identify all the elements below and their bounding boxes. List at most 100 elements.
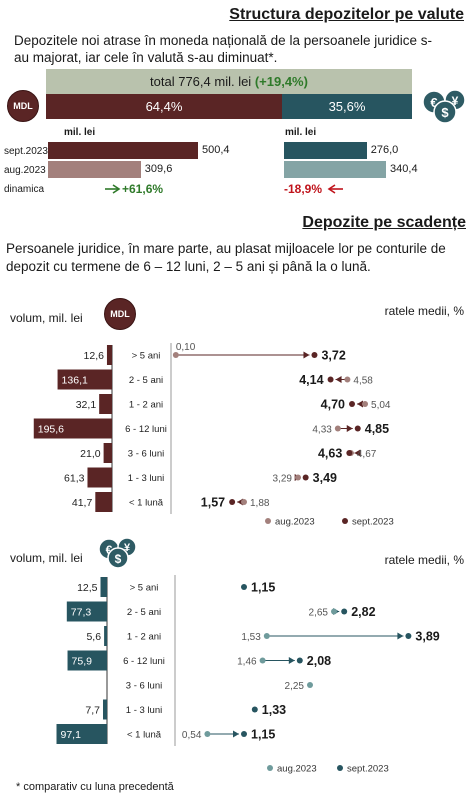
chart2-currency-icon: € ¥ $ [98, 537, 137, 569]
chart1-mdl-maturity: > 5 ani 12,6 0,10 3,72 2 - 5 ani 136,1 4,58 4,1… [33, 342, 394, 528]
category-label: > 5 ani [132, 351, 161, 362]
mdl-share-label: 64,4% [145, 99, 183, 114]
rate-sept-point [229, 499, 236, 505]
unit-label-left: mil. lei [64, 127, 96, 138]
rate-change-arrowhead [346, 425, 353, 432]
chart1-ylabel: volum, mil. lei [10, 311, 83, 325]
svg-text:$: $ [115, 552, 122, 566]
category-label: 3 - 6 luni [128, 449, 164, 460]
category-label: < 1 lună [129, 498, 164, 509]
rate-sept-label: 3,72 [321, 349, 345, 363]
category-label: 3 - 6 luni [126, 681, 162, 692]
rate-aug-point [334, 425, 341, 432]
row-label-aug: aug.2023 [4, 165, 46, 176]
volume-label: 77,3 [71, 607, 92, 619]
rate-sept-label: 4,70 [321, 398, 345, 412]
section1-title: Structura depozitelor pe valute [229, 6, 464, 23]
rate-aug-label: 0,54 [182, 730, 202, 741]
rate-aug-label: 2,25 [285, 681, 305, 692]
svg-text:€: € [106, 543, 113, 557]
volume-bar [102, 699, 107, 720]
category-label: 1 - 3 luni [128, 473, 164, 484]
legend-aug-marker [265, 518, 271, 524]
svg-text:¥: ¥ [452, 94, 459, 108]
rate-sept-point [302, 474, 309, 481]
rate-aug-label: 1,88 [250, 498, 270, 509]
mdl-aug-value: 309,6 [144, 163, 173, 175]
mdl-sept-bar [48, 142, 198, 159]
rate-change-arrowhead [303, 351, 310, 359]
rate-aug-label: 0,10 [176, 342, 196, 353]
category-label: 1 - 2 ani [129, 400, 163, 411]
volume-label: 7,7 [85, 705, 100, 717]
rate-aug-point [331, 608, 337, 615]
fx-sept-bar [284, 142, 367, 159]
rate-sept-label: 1,15 [251, 728, 275, 742]
chart1-rates-label: ratele medii, % [384, 304, 464, 318]
rate-sept-label: 1,15 [251, 581, 275, 595]
rate-sept-point [346, 450, 353, 456]
mdl-icon: MDL [7, 90, 39, 122]
rate-sept-point [296, 657, 303, 664]
volume-label: 41,7 [72, 497, 93, 509]
row-label-dynamic: dinamica [4, 184, 45, 195]
rate-aug-label: 1,53 [241, 632, 261, 643]
legend-aug-label: aug.2023 [275, 517, 315, 528]
rate-aug-point [172, 352, 179, 358]
section2-title: Depozite pe scadențe [302, 214, 466, 231]
rate-sept-label: 4,85 [365, 422, 389, 436]
volume-bar [67, 650, 107, 671]
rate-change-arrowhead [357, 400, 364, 408]
mdl-dynamic: +61,6% [122, 182, 164, 196]
rate-aug-label: 2,65 [309, 608, 329, 619]
rate-sept-point [311, 352, 318, 358]
volume-bar [104, 626, 107, 646]
volume-bar [56, 724, 107, 744]
chart2-fx-maturity: > 5 ani 12,5 1,15 2 - 5 ani 77,3 2,65 2,82 1 - … [56, 575, 440, 775]
svg-text:¥: ¥ [124, 542, 131, 554]
legend-sept-label: sept.2023 [347, 764, 389, 775]
volume-label: 195,6 [38, 424, 64, 436]
legend-sept-marker [337, 765, 343, 771]
volume-bar [33, 418, 113, 439]
rate-aug-point [259, 657, 266, 664]
rate-aug-point [241, 499, 248, 505]
fx-share-bar: 35,6% [282, 94, 412, 119]
rate-sept-label: 1,57 [201, 496, 225, 510]
chart2-rates-label: ratele medii, % [384, 553, 464, 567]
total-bar: total 776,4 mil. lei (+19,4%) [46, 69, 412, 94]
volume-bar [66, 601, 107, 622]
mdl-sept-value: 500,4 [202, 144, 230, 156]
fx-sept-value: 276,0 [370, 144, 399, 156]
volume-label: 75,9 [72, 656, 93, 668]
rate-sept-point [251, 706, 258, 713]
unit-label-right: mil. lei [285, 127, 317, 138]
volume-bar [95, 492, 112, 512]
row-label-sept: sept.2023 [4, 146, 48, 157]
svg-text:$: $ [441, 105, 449, 120]
rate-aug-label: 4,67 [357, 449, 377, 460]
chart1-mdl-icon-label: MDL [110, 309, 130, 319]
mdl-icon-label: MDL [13, 101, 33, 111]
fx-share-label: 35,6% [328, 99, 366, 114]
mdl-aug-bar [48, 161, 141, 178]
rate-aug-point [307, 682, 313, 688]
rate-sept-point [241, 584, 247, 590]
category-label: 2 - 5 ani [129, 375, 163, 386]
rate-sept-label: 2,82 [351, 605, 375, 619]
volume-label: 12,5 [77, 582, 98, 594]
volume-label: 5,6 [86, 631, 101, 643]
rate-sept-label: 3,89 [415, 630, 439, 644]
rate-aug-label: 4,58 [353, 376, 373, 387]
rate-aug-point [362, 401, 369, 407]
rate-aug-point [295, 474, 302, 481]
rate-change-arrowhead [397, 632, 404, 640]
total-change: (+19,4%) [254, 74, 308, 89]
mdl-share-bar: 64,4% [46, 94, 282, 119]
rate-sept-label: 1,33 [262, 703, 286, 717]
rate-aug-point [344, 376, 351, 383]
rate-sept-label: 4,14 [299, 373, 323, 387]
rate-aug-point [263, 633, 270, 639]
arrow-left-icon [327, 184, 343, 194]
total-label: total 776,4 mil. lei [150, 74, 252, 89]
